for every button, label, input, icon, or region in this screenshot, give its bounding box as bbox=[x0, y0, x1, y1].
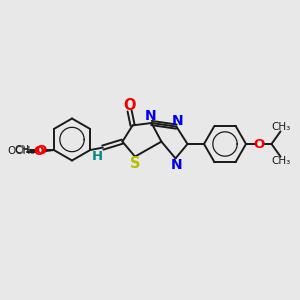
Text: OCH₃: OCH₃ bbox=[8, 146, 35, 157]
Text: O: O bbox=[123, 98, 136, 113]
Text: N: N bbox=[145, 110, 157, 123]
Text: O: O bbox=[253, 137, 265, 151]
Text: H: H bbox=[92, 150, 103, 163]
Text: CH₃: CH₃ bbox=[15, 145, 34, 155]
Text: S: S bbox=[130, 156, 140, 171]
Text: N: N bbox=[172, 114, 183, 128]
Text: N: N bbox=[171, 158, 182, 172]
Text: CH₃: CH₃ bbox=[271, 122, 290, 132]
Text: O: O bbox=[33, 145, 44, 158]
Text: CH₃: CH₃ bbox=[271, 156, 290, 167]
Text: O: O bbox=[36, 143, 47, 157]
